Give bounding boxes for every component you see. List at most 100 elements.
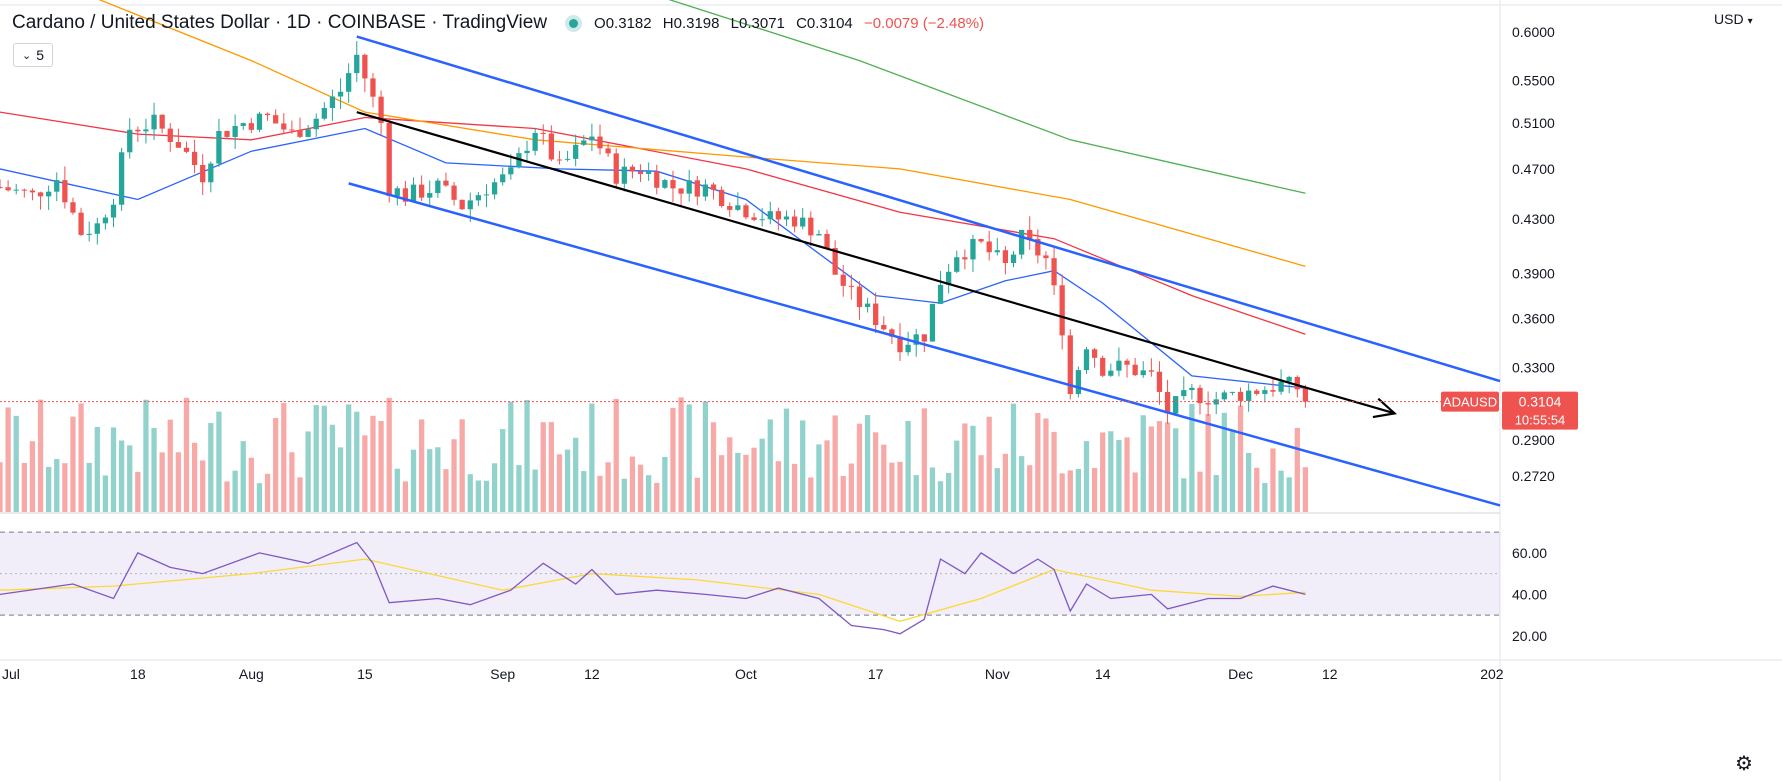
volume-bar [1002,453,1009,512]
volume-bar [548,422,554,512]
volume-bar [1197,471,1203,512]
volume-bar [354,411,360,512]
symbol-tag-label: ADAUSD [1443,395,1497,410]
volume-bar [418,419,425,512]
candle-body [1100,357,1106,376]
candle-body [54,180,60,192]
candle-body [256,113,263,130]
volume-bar [240,441,246,512]
volume-bar [135,471,141,512]
volume-bar [800,420,806,512]
rsi-tick-label: 60.00 [1512,545,1547,561]
volume-bar [1051,431,1057,512]
candle-body [670,180,676,189]
volume-bar [783,408,790,512]
candle-body [986,241,992,253]
candle-body [694,180,700,197]
volume-bar [1286,477,1292,512]
volume-bar [224,481,230,512]
volume-bar [410,449,417,512]
volume-bar [556,454,563,512]
volume-bar [232,470,238,512]
candle-body [1237,391,1244,401]
volume-bar [1091,467,1098,512]
candle-body [881,325,887,330]
volume-bar [102,475,109,512]
candle-body [451,185,457,200]
candle-body [459,199,465,210]
volume-bar [946,472,952,512]
candle-body [1148,370,1154,372]
candle-body [264,113,271,116]
chevron-down-icon: ▾ [1747,16,1753,27]
candle-body [167,128,173,143]
volume-bar [159,452,165,512]
candle-body [394,188,400,196]
volume-bar [46,466,52,512]
volume-bar [118,440,125,512]
price-tick-label: 0.6000 [1512,24,1555,40]
volume-bar [573,437,579,512]
volume-bar [378,420,384,512]
price-tick-label: 0.3300 [1512,359,1555,375]
volume-bar [313,405,319,512]
volume-bar [808,477,814,512]
volume-bar [832,415,838,512]
volume-bar [337,447,344,512]
candle-body [378,96,384,123]
candle-body [1156,371,1163,392]
candle-body [937,284,944,304]
candle-body [710,184,717,190]
indicators-toggle-button[interactable]: ⌄ 5 [13,43,53,67]
volume-bar [1221,412,1227,512]
candle-body [840,274,846,286]
channel-line [348,182,1501,507]
volume-bar [256,483,263,512]
candle-body [0,187,3,189]
candle-body [402,188,409,202]
moving-average-line [98,0,1306,268]
candle-body [954,257,960,272]
gear-icon[interactable]: ⚙ [1735,753,1753,775]
time-tick-label: 12 [1322,666,1338,682]
candle-body [727,206,733,210]
candle-body [791,216,798,227]
volume-bar [1043,418,1049,512]
volume-bar [1164,422,1171,512]
price-tick-label: 0.2720 [1512,468,1555,484]
candle-body [597,136,603,149]
volume-bar [1124,437,1130,512]
volume-bar [589,403,595,512]
candle-body [1043,255,1049,259]
market-status-icon [569,18,579,28]
volume-bar [1173,428,1179,512]
currency-selector[interactable]: USD ▾ [1714,11,1753,27]
volume-bar [1205,414,1211,512]
volume-bar [54,459,60,512]
candle-body [313,118,319,130]
candle-body [621,166,627,184]
candle-body [816,233,822,236]
candle-body [410,184,417,202]
volume-bar [62,463,68,512]
trend-line [356,111,1395,415]
candle-body [500,174,506,183]
candle-body [1173,396,1179,414]
volume-bar [702,401,709,512]
volume-bar [208,423,214,512]
candle-body [978,239,984,242]
candle-body [232,125,238,137]
volume-bar [370,415,376,512]
candle-body [21,189,27,191]
candle-body [759,219,765,221]
candle-body [483,194,490,196]
symbol-title[interactable]: Cardano / United States Dollar · 1D · CO… [12,12,548,33]
volume-bar [459,419,465,512]
candle-body [913,334,919,345]
candle-body [1075,370,1082,395]
candle-body [775,211,782,220]
candle-body [994,250,1000,253]
volume-bar [435,447,441,512]
candle-body [897,336,903,353]
